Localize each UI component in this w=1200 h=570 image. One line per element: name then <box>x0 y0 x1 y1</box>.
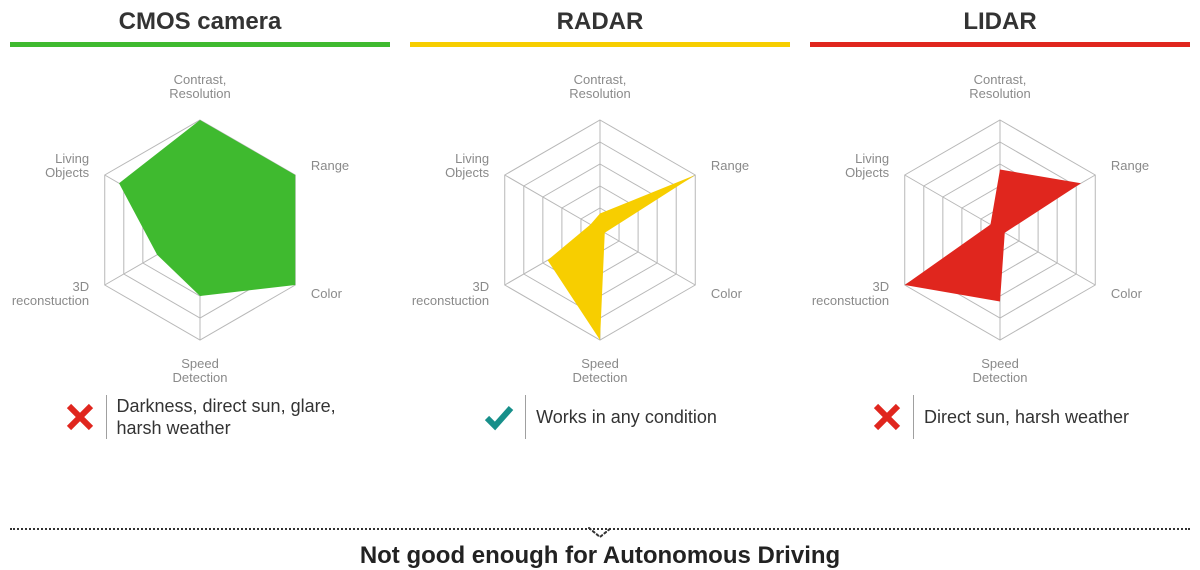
sensor-panel: RADAR Contrast,Resolution Range Color SpeedD… <box>410 8 790 518</box>
caption-divider <box>525 395 526 439</box>
sensor-panel: LIDAR Contrast,Resolution Range Color SpeedD… <box>810 8 1190 518</box>
radar-axis-label: Range <box>311 158 349 173</box>
caption-text: Darkness, direct sun, glare, harsh weath… <box>117 395 337 440</box>
radar-spoke <box>505 175 600 230</box>
check-icon <box>483 401 515 433</box>
footer-text: Not good enough for Autonomous Driving <box>10 542 1190 570</box>
dotted-v-notch <box>588 527 612 539</box>
radar-axis-label: Contrast,Resolution <box>569 72 630 101</box>
radar-axis-label: 3Dreconstuction <box>12 279 89 308</box>
panel-caption: Works in any condition <box>483 391 717 443</box>
radar-axis-label: LivingObjects <box>445 151 490 180</box>
radar-axis-label: SpeedDetection <box>173 356 228 385</box>
cross-icon <box>871 401 903 433</box>
radar-spoke <box>905 175 1000 230</box>
radar-chart: Contrast,Resolution Range Color SpeedDetect… <box>10 55 390 385</box>
sensor-panel: CMOS camera Contrast,Resolution Range Color… <box>10 8 390 518</box>
page-container: CMOS camera Contrast,Resolution Range Color… <box>0 0 1200 570</box>
caption-icon-holder <box>64 401 96 433</box>
radar-data-polygon <box>119 120 295 296</box>
radar-axis-label: Contrast,Resolution <box>169 72 230 101</box>
panel-underline <box>10 42 390 47</box>
caption-text: Direct sun, harsh weather <box>924 406 1129 429</box>
radar-data-polygon <box>905 170 1081 302</box>
panel-title: CMOS camera <box>119 8 282 36</box>
caption-divider <box>106 395 107 439</box>
panel-title: RADAR <box>557 8 644 36</box>
panels-row: CMOS camera Contrast,Resolution Range Color… <box>10 8 1190 518</box>
caption-text: Works in any condition <box>536 406 717 429</box>
panel-underline <box>410 42 790 47</box>
panel-caption: Darkness, direct sun, glare, harsh weath… <box>64 391 337 443</box>
radar-axis-label: Color <box>1111 286 1143 301</box>
radar-axis-label: SpeedDetection <box>573 356 628 385</box>
radar-axis-label: 3Dreconstuction <box>812 279 889 308</box>
radar-axis-label: SpeedDetection <box>973 356 1028 385</box>
caption-icon-holder <box>871 401 903 433</box>
radar-axis-label: Color <box>311 286 343 301</box>
radar-axis-label: Color <box>711 286 743 301</box>
radar-axis-label: Range <box>711 158 749 173</box>
panel-underline <box>810 42 1190 47</box>
caption-icon-holder <box>483 401 515 433</box>
cross-icon <box>64 401 96 433</box>
radar-axis-label: 3Dreconstuction <box>412 279 489 308</box>
panel-title: LIDAR <box>963 8 1036 36</box>
radar-chart: Contrast,Resolution Range Color SpeedDetect… <box>810 55 1190 385</box>
radar-data-polygon <box>548 175 696 340</box>
radar-axis-label: LivingObjects <box>845 151 890 180</box>
radar-spoke <box>600 230 695 285</box>
panel-caption: Direct sun, harsh weather <box>871 391 1129 443</box>
caption-divider <box>913 395 914 439</box>
radar-axis-label: Range <box>1111 158 1149 173</box>
radar-chart: Contrast,Resolution Range Color SpeedDetect… <box>410 55 790 385</box>
radar-spoke <box>1000 230 1095 285</box>
radar-axis-label: LivingObjects <box>45 151 90 180</box>
radar-axis-label: Contrast,Resolution <box>969 72 1030 101</box>
dotted-separator <box>10 522 1190 536</box>
